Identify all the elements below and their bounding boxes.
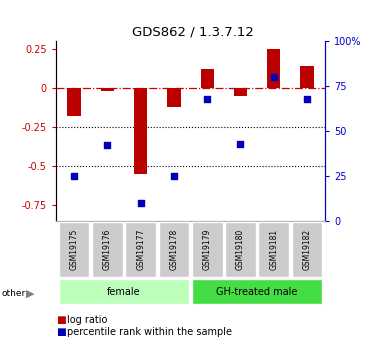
FancyBboxPatch shape <box>126 222 156 277</box>
Bar <box>267 49 280 88</box>
Bar <box>134 88 147 174</box>
Text: other: other <box>2 289 26 298</box>
FancyBboxPatch shape <box>159 222 189 277</box>
Text: GSM19182: GSM19182 <box>303 229 311 270</box>
Text: log ratio: log ratio <box>67 315 108 325</box>
Point <box>171 173 177 179</box>
Bar <box>101 88 114 91</box>
Point <box>104 143 110 148</box>
Text: GSM19179: GSM19179 <box>203 229 212 270</box>
Bar <box>300 66 314 88</box>
FancyBboxPatch shape <box>192 222 223 277</box>
Text: percentile rank within the sample: percentile rank within the sample <box>67 327 233 337</box>
Point <box>71 173 77 179</box>
Point <box>304 96 310 101</box>
Bar <box>201 69 214 88</box>
Text: GSM19181: GSM19181 <box>269 229 278 270</box>
FancyBboxPatch shape <box>258 222 289 277</box>
Bar <box>167 88 181 107</box>
Text: GSM19178: GSM19178 <box>169 229 178 270</box>
Point <box>271 75 277 80</box>
Bar <box>67 88 81 116</box>
FancyBboxPatch shape <box>192 279 322 304</box>
Text: female: female <box>107 287 141 296</box>
Text: GSM19180: GSM19180 <box>236 229 245 270</box>
Text: GH-treated male: GH-treated male <box>216 287 298 296</box>
FancyBboxPatch shape <box>59 222 89 277</box>
Bar <box>234 88 247 96</box>
Text: ■: ■ <box>56 315 65 325</box>
Point <box>137 200 144 206</box>
Text: ■: ■ <box>56 327 65 337</box>
Point <box>204 96 210 101</box>
Text: GDS862 / 1.3.7.12: GDS862 / 1.3.7.12 <box>132 26 253 39</box>
FancyBboxPatch shape <box>92 222 123 277</box>
Point <box>238 141 244 146</box>
Text: GSM19176: GSM19176 <box>103 229 112 270</box>
Text: GSM19177: GSM19177 <box>136 229 145 270</box>
Text: GSM19175: GSM19175 <box>70 229 79 270</box>
FancyBboxPatch shape <box>59 279 189 304</box>
FancyBboxPatch shape <box>225 222 256 277</box>
Text: ▶: ▶ <box>26 289 35 299</box>
FancyBboxPatch shape <box>292 222 322 277</box>
